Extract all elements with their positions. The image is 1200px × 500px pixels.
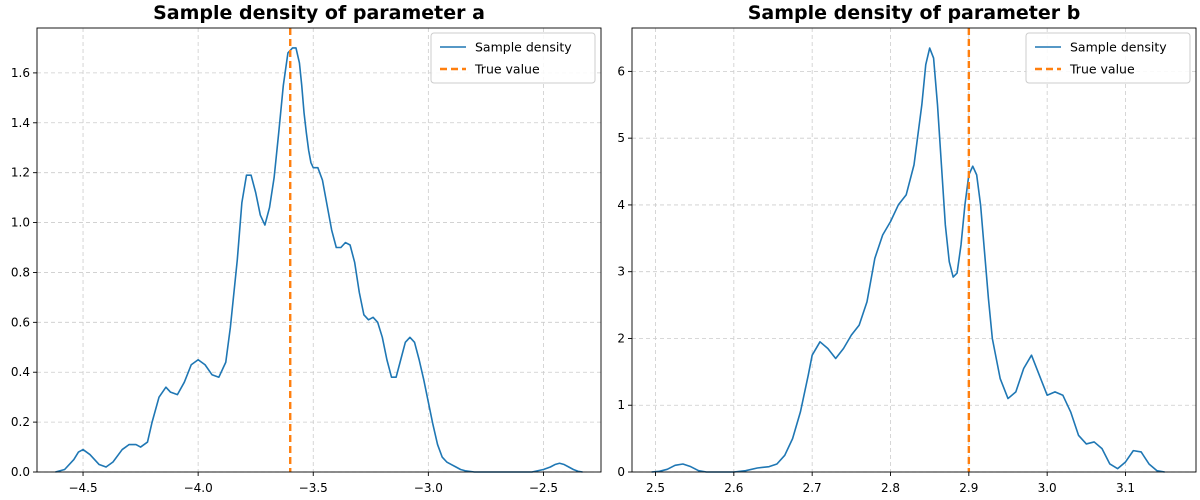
legend-box — [430, 32, 596, 84]
y-tick-label: 0.8 — [11, 265, 30, 279]
y-tick-label: 4 — [617, 198, 625, 212]
legend-label-true-value: True value — [474, 62, 540, 77]
y-tick-label: 1.0 — [11, 216, 30, 230]
x-tick-label: 3.0 — [1038, 481, 1057, 495]
y-tick-label: 0.4 — [11, 365, 30, 379]
legend: Sample density True value — [430, 32, 596, 84]
y-tick-label: 1.6 — [11, 66, 30, 80]
density-line — [651, 47, 1165, 473]
chart-title: Sample density of parameter b — [748, 2, 1081, 24]
legend-label-density: Sample density — [475, 40, 572, 55]
x-tick-label: −4.5 — [68, 481, 97, 495]
x-tick-label: −3.0 — [414, 481, 443, 495]
y-tick-label: 0.6 — [11, 315, 30, 329]
y-tick-label: 5 — [617, 131, 625, 145]
density-line — [55, 47, 583, 473]
chart-title: Sample density of parameter a — [153, 2, 485, 24]
y-tick-label: 3 — [617, 265, 625, 279]
legend-label-true-value: True value — [1069, 62, 1135, 77]
plot-frame — [631, 27, 1197, 473]
y-tick-label: 1 — [617, 398, 625, 412]
y-tick-label: 0.0 — [11, 465, 30, 479]
x-tick-label: 2.9 — [959, 481, 978, 495]
x-tick-label: 2.7 — [803, 481, 822, 495]
y-tick-label: 6 — [617, 64, 625, 78]
plot-frame — [36, 27, 602, 473]
x-tick-label: 2.8 — [881, 481, 900, 495]
y-tick-label: 2 — [617, 331, 625, 345]
y-tick-label: 1.4 — [11, 116, 30, 130]
legend-label-density: Sample density — [1070, 40, 1167, 55]
y-tick-label: 0.2 — [11, 415, 30, 429]
y-tick-label: 1.2 — [11, 166, 30, 180]
x-tick-label: 2.6 — [724, 481, 743, 495]
x-tick-label: 2.5 — [646, 481, 665, 495]
legend-box — [1025, 32, 1191, 84]
legend: Sample density True value — [1025, 32, 1191, 84]
x-tick-label: 3.1 — [1116, 481, 1135, 495]
x-tick-label: −4.0 — [184, 481, 213, 495]
y-tick-label: 0 — [617, 465, 625, 479]
x-tick-label: −3.5 — [299, 481, 328, 495]
chart-panel-parameter-b: 2.5 2.6 2.7 2.8 2.9 3.0 3.1 0 1 2 3 4 5 6 Sample densi… — [617, 2, 1197, 495]
x-tick-label: −2.5 — [529, 481, 558, 495]
chart-panel-parameter-a: −4.5 −4.0 −3.5 −3.0 −2.5 0.0 0.2 0.4 0.6 0.8 1.0 1.… — [11, 2, 602, 495]
